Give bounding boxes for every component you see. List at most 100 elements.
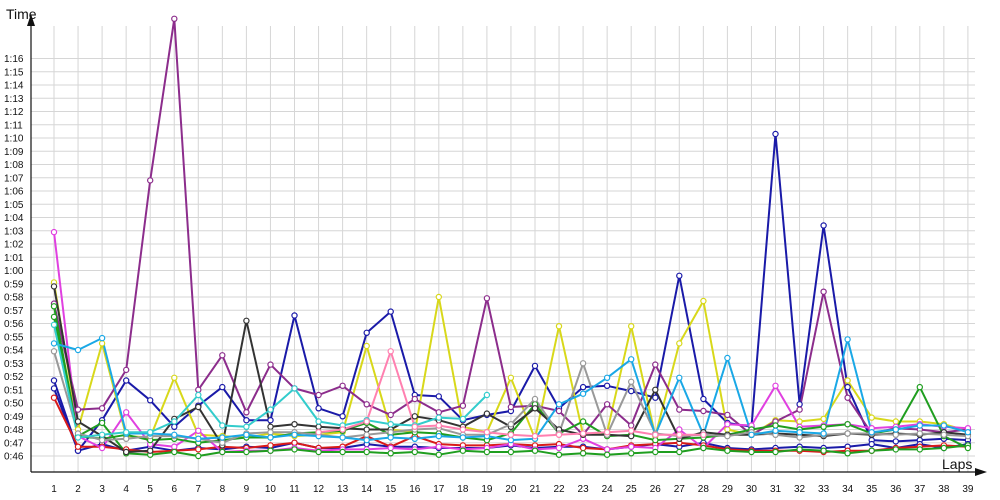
data-point bbox=[363, 418, 370, 425]
data-point bbox=[50, 321, 58, 328]
data-point bbox=[411, 413, 418, 420]
data-point bbox=[868, 429, 875, 436]
data-point bbox=[387, 444, 394, 452]
data-point bbox=[724, 421, 731, 428]
data-point bbox=[171, 418, 178, 425]
data-point bbox=[700, 444, 707, 452]
x-axis-arrow bbox=[975, 468, 987, 476]
data-point bbox=[243, 317, 250, 324]
data-point bbox=[146, 429, 154, 436]
y-tick-label: 1:16 bbox=[4, 54, 24, 65]
data-point bbox=[459, 415, 467, 423]
data-point bbox=[916, 446, 924, 453]
x-tick-label: 15 bbox=[385, 484, 397, 495]
data-point bbox=[363, 436, 370, 444]
x-tick-label: 4 bbox=[123, 484, 129, 495]
data-point bbox=[267, 417, 274, 424]
data-point bbox=[748, 431, 755, 438]
data-point bbox=[195, 452, 202, 460]
data-point bbox=[531, 432, 539, 440]
data-point bbox=[171, 374, 178, 381]
data-point bbox=[628, 443, 635, 450]
x-tick-label: 24 bbox=[602, 484, 614, 495]
data-point bbox=[579, 383, 587, 391]
data-point bbox=[628, 432, 635, 440]
data-point bbox=[676, 374, 683, 381]
data-point bbox=[219, 383, 226, 391]
data-point bbox=[724, 432, 731, 440]
data-point bbox=[531, 362, 539, 370]
data-point bbox=[98, 436, 106, 444]
data-point bbox=[291, 385, 298, 392]
data-point bbox=[676, 340, 683, 347]
y-tick-label: 1:01 bbox=[4, 253, 24, 264]
x-tick-label: 35 bbox=[866, 484, 878, 495]
y-tick-label: 0:52 bbox=[4, 372, 24, 383]
data-point bbox=[820, 447, 827, 454]
data-point bbox=[267, 423, 274, 430]
data-point bbox=[603, 429, 611, 436]
data-point bbox=[844, 377, 851, 384]
y-tick-label: 1:10 bbox=[4, 134, 24, 145]
data-point bbox=[676, 448, 683, 456]
x-axis-title: Laps bbox=[942, 456, 972, 472]
data-point bbox=[940, 431, 948, 438]
data-point bbox=[507, 436, 515, 444]
y-tick-label: 1:14 bbox=[4, 81, 24, 92]
data-point bbox=[219, 352, 226, 359]
data-point bbox=[531, 395, 539, 403]
x-tick-label: 26 bbox=[650, 484, 662, 495]
data-point bbox=[363, 401, 370, 408]
data-point bbox=[435, 409, 442, 416]
data-point bbox=[844, 394, 851, 401]
data-point bbox=[676, 426, 683, 433]
data-point bbox=[700, 297, 707, 305]
data-point bbox=[411, 395, 418, 403]
y-tick-label: 1:06 bbox=[4, 187, 24, 198]
data-point bbox=[892, 426, 900, 433]
data-point bbox=[219, 422, 226, 429]
data-point bbox=[603, 401, 611, 408]
data-point bbox=[315, 423, 322, 430]
data-point bbox=[820, 415, 827, 423]
data-point bbox=[579, 360, 587, 367]
x-tick-label: 37 bbox=[914, 484, 926, 495]
y-tick-label: 1:13 bbox=[4, 94, 24, 105]
data-point bbox=[50, 228, 58, 236]
data-point bbox=[122, 435, 130, 442]
x-tick-label: 25 bbox=[626, 484, 638, 495]
data-point bbox=[700, 431, 707, 438]
x-tick-label: 3 bbox=[99, 484, 105, 495]
x-tick-label: 36 bbox=[890, 484, 902, 495]
data-point bbox=[74, 434, 82, 441]
data-point bbox=[676, 272, 683, 279]
data-point bbox=[772, 427, 779, 434]
data-point bbox=[579, 450, 587, 457]
data-point bbox=[603, 446, 611, 453]
y-tick-label: 1:08 bbox=[4, 160, 24, 171]
data-point bbox=[146, 177, 154, 184]
data-point bbox=[796, 418, 803, 425]
data-point bbox=[435, 432, 442, 440]
data-point bbox=[122, 366, 130, 374]
x-tick-label: 22 bbox=[553, 484, 565, 495]
data-point bbox=[844, 383, 851, 391]
data-point bbox=[964, 429, 972, 436]
data-point bbox=[98, 444, 106, 452]
data-point bbox=[628, 450, 635, 457]
data-point bbox=[339, 434, 346, 441]
data-point bbox=[892, 431, 900, 438]
data-point bbox=[652, 448, 659, 456]
x-tick-label: 17 bbox=[433, 484, 445, 495]
data-point bbox=[243, 448, 250, 456]
data-point bbox=[652, 361, 659, 368]
data-point bbox=[50, 394, 58, 401]
data-point bbox=[676, 431, 683, 438]
data-point bbox=[724, 447, 731, 454]
data-point bbox=[459, 447, 467, 454]
data-point bbox=[195, 386, 202, 393]
x-tick-label: 11 bbox=[289, 484, 300, 495]
data-point bbox=[579, 430, 587, 437]
data-point bbox=[459, 402, 467, 409]
